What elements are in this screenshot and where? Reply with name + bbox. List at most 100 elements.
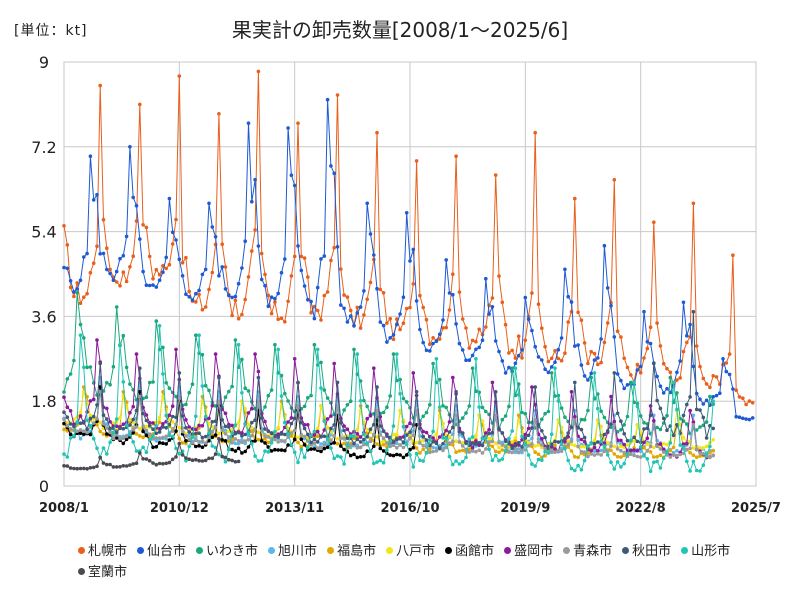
- legend-swatch: [563, 547, 571, 554]
- data-point: [381, 291, 386, 295]
- data-point: [230, 458, 234, 463]
- data-point: [428, 403, 432, 407]
- data-point: [464, 411, 468, 415]
- data-point: [437, 446, 442, 451]
- data-point: [322, 443, 327, 447]
- data-point: [233, 423, 238, 427]
- data-point: [540, 443, 544, 447]
- data-point: [325, 97, 330, 102]
- data-point: [312, 437, 317, 442]
- data-point: [549, 442, 554, 447]
- data-point: [385, 434, 389, 438]
- data-point: [460, 317, 465, 321]
- data-point: [312, 429, 317, 434]
- data-point: [404, 424, 409, 429]
- data-point: [447, 291, 452, 295]
- data-point: [85, 467, 89, 471]
- data-point: [157, 461, 162, 466]
- data-point: [566, 320, 570, 324]
- data-point: [708, 451, 712, 455]
- data-point: [391, 337, 396, 342]
- data-point: [638, 455, 643, 459]
- data-point: [414, 299, 419, 303]
- data-point: [227, 293, 231, 298]
- data-point: [240, 434, 244, 438]
- data-point: [704, 436, 709, 440]
- data-point: [200, 307, 205, 312]
- data-point: [223, 455, 228, 460]
- data-point: [526, 426, 531, 431]
- data-point: [536, 443, 541, 447]
- data-point: [75, 466, 79, 471]
- data-point: [296, 244, 300, 248]
- data-point: [635, 404, 640, 409]
- data-point: [147, 380, 152, 385]
- data-point: [134, 432, 139, 436]
- data-point: [609, 422, 613, 426]
- data-point: [352, 441, 356, 446]
- data-point: [447, 308, 452, 312]
- data-point: [223, 424, 228, 429]
- legend-label: 八戸市: [396, 544, 436, 559]
- data-point: [151, 277, 155, 281]
- data-point: [217, 399, 221, 404]
- data-point: [513, 447, 518, 451]
- data-point: [111, 278, 116, 283]
- data-point: [704, 420, 709, 424]
- data-point: [309, 447, 313, 451]
- data-point: [319, 404, 323, 408]
- data-point: [444, 405, 449, 410]
- data-point: [292, 357, 297, 361]
- data-point: [210, 225, 215, 229]
- data-point: [582, 341, 587, 345]
- data-point: [177, 74, 182, 78]
- data-point: [523, 436, 528, 440]
- data-point: [154, 431, 159, 436]
- data-point: [240, 431, 244, 435]
- data-point: [240, 357, 244, 362]
- data-point: [655, 459, 659, 464]
- data-point: [335, 245, 340, 249]
- data-point: [385, 448, 389, 453]
- data-point: [138, 451, 142, 455]
- data-point: [170, 457, 175, 462]
- data-point: [207, 456, 211, 461]
- data-point: [411, 423, 416, 427]
- data-point: [513, 450, 518, 455]
- data-point: [421, 447, 426, 452]
- data-point: [111, 430, 116, 435]
- data-point: [516, 392, 521, 397]
- data-point: [75, 429, 79, 434]
- data-point: [319, 449, 323, 454]
- data-point: [721, 357, 725, 361]
- data-point: [95, 464, 99, 469]
- data-point: [253, 228, 257, 232]
- data-point: [368, 232, 373, 236]
- data-point: [167, 460, 172, 465]
- data-point: [451, 375, 455, 380]
- data-point: [342, 306, 346, 311]
- data-point: [65, 415, 70, 420]
- data-point: [378, 287, 383, 292]
- data-point: [661, 447, 666, 452]
- data-point: [592, 453, 597, 457]
- data-point: [619, 378, 623, 383]
- data-point: [460, 416, 465, 420]
- y-tick-label: 1.8: [31, 392, 56, 411]
- data-point: [602, 444, 607, 448]
- data-point: [296, 404, 300, 408]
- data-point: [246, 445, 251, 449]
- data-point: [65, 377, 70, 381]
- data-point: [454, 439, 458, 444]
- data-point: [536, 355, 541, 359]
- data-point: [263, 436, 267, 441]
- data-point: [194, 414, 198, 419]
- data-point: [592, 449, 597, 454]
- data-point: [431, 449, 435, 454]
- data-point: [95, 192, 99, 197]
- legend-label: 盛岡市: [514, 544, 554, 559]
- data-point: [688, 395, 692, 399]
- data-point: [362, 442, 366, 447]
- data-point: [701, 415, 706, 420]
- data-point: [65, 405, 70, 410]
